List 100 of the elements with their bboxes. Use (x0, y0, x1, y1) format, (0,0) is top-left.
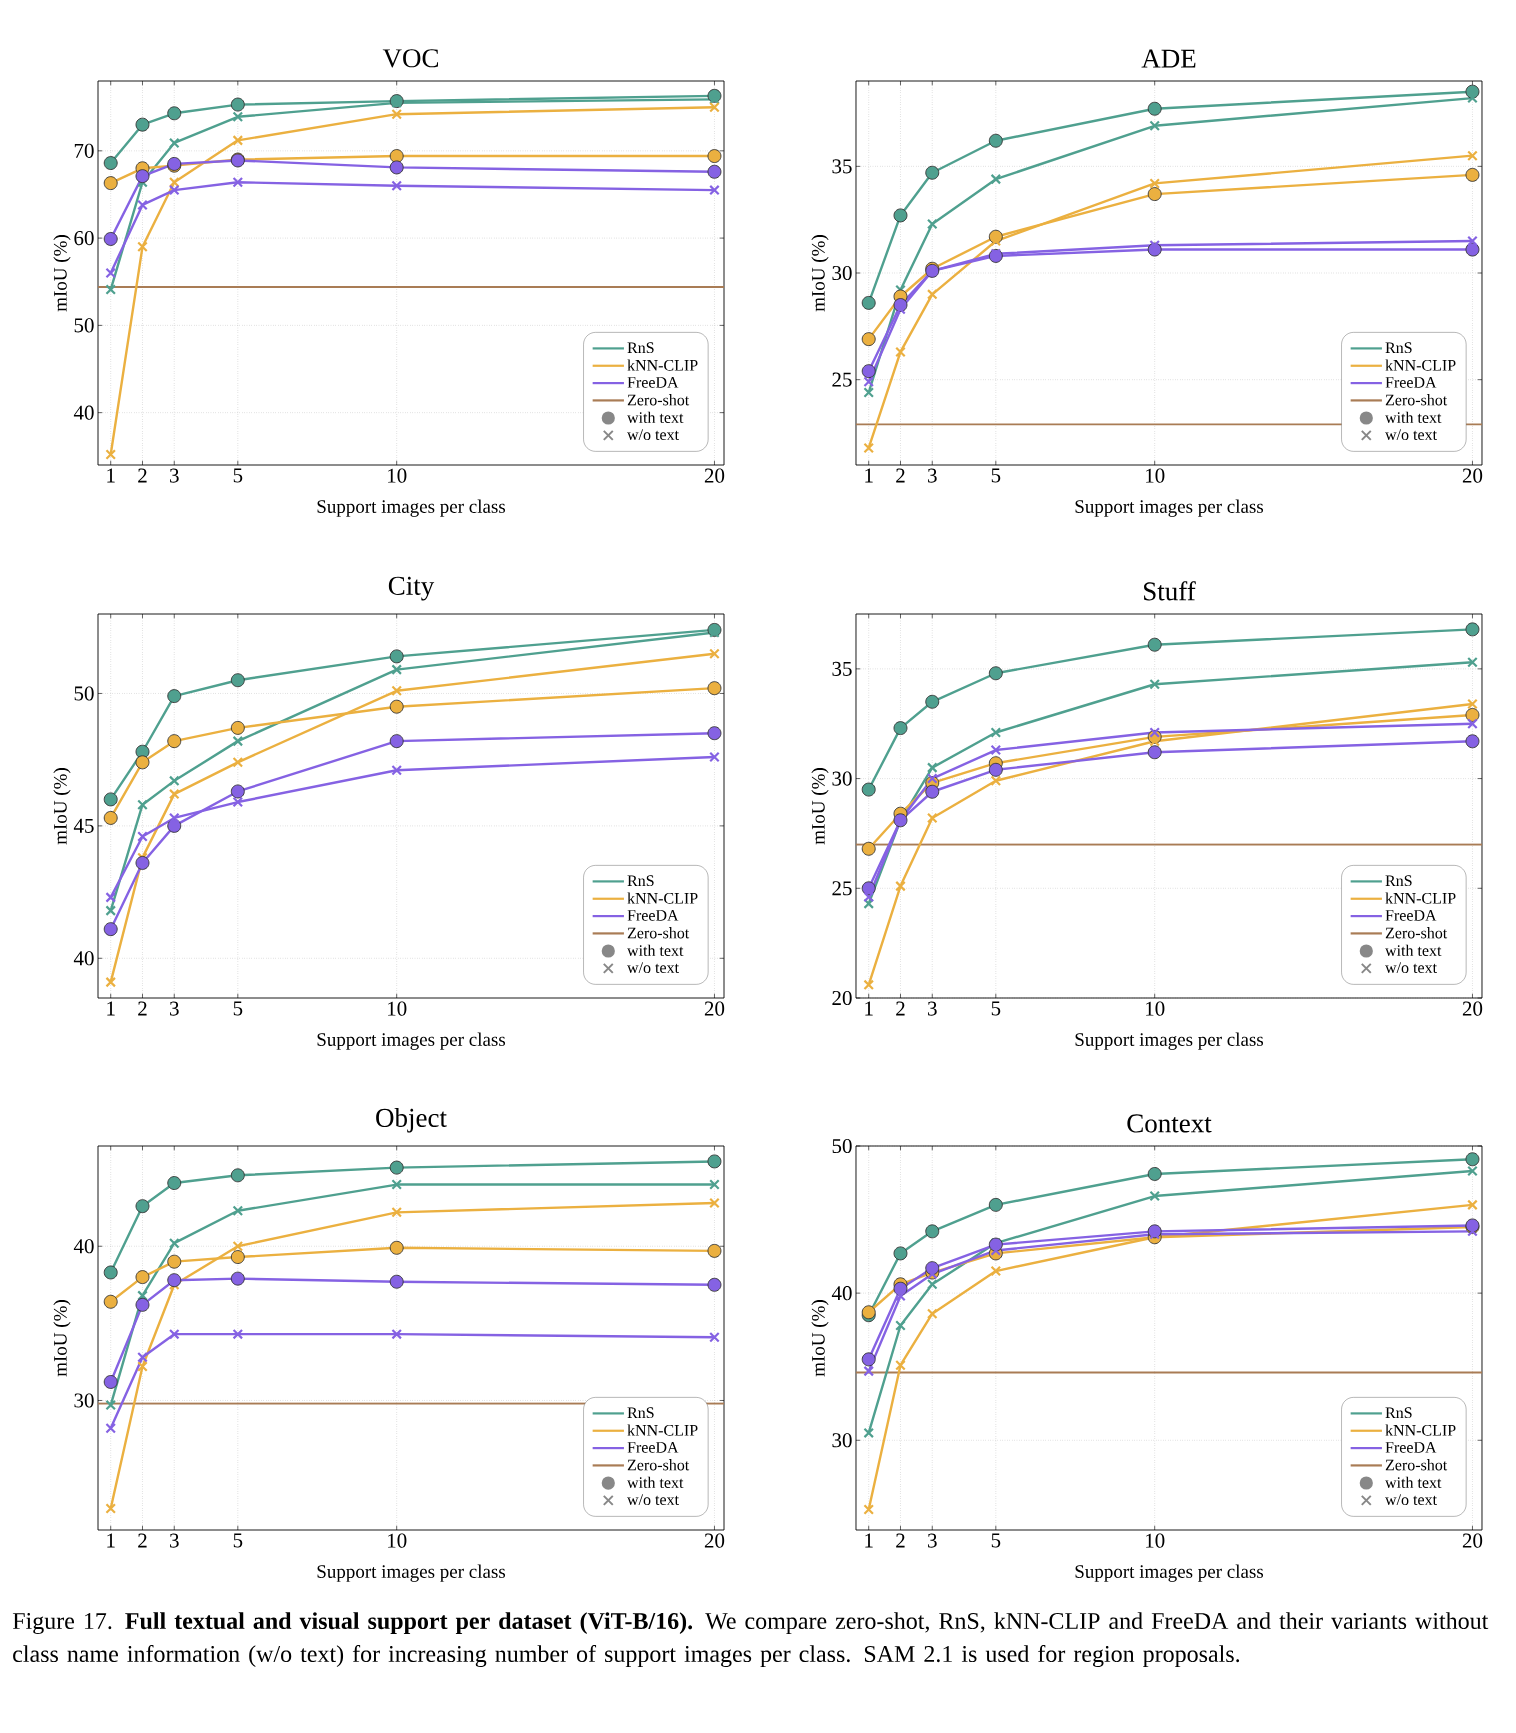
legend-label: kNN-CLIP (627, 359, 698, 371)
x-tick-label: 5 (233, 468, 243, 483)
x-tick-label: 3 (928, 1001, 937, 1016)
legend-label: Zero-shot (627, 1459, 690, 1471)
x-tick-label: 10 (1146, 1533, 1165, 1548)
y-axis-title: mIoU (%) (811, 235, 829, 312)
chart-title: ADE (1141, 49, 1196, 68)
annotation: w/o text (627, 429, 679, 441)
x-tick-label: 20 (704, 1533, 725, 1548)
x-tick-label: 1 (107, 1533, 115, 1548)
x-tick-label: 10 (388, 1533, 407, 1548)
y-axis-title: mIoU (%) (53, 1300, 71, 1377)
x-axis-title: Support images per class (317, 1564, 506, 1582)
x-tick-label: 20 (704, 468, 725, 483)
x-tick-label: 5 (991, 1533, 1001, 1548)
chart-title: Context (1127, 1114, 1212, 1133)
y-axis-title: mIoU (%) (53, 768, 71, 845)
annotation: with text (1385, 1476, 1442, 1488)
x-axis-title: Support images per class (317, 1032, 506, 1050)
y-axis-title: mIoU (%) (53, 235, 71, 312)
legend-label: kNN-CLIP (627, 892, 698, 904)
y-tick-label: 30 (832, 265, 852, 281)
y-axis-title: mIoU (%) (811, 768, 829, 845)
y-tick-label: 50 (832, 1138, 852, 1154)
x-tick-label: 10 (388, 1001, 407, 1016)
legend-label: kNN-CLIP (1385, 359, 1456, 371)
x-axis-title: Support images per class (1075, 499, 1264, 517)
legend-label: FreeDA (627, 1442, 679, 1453)
y-tick-label: 20 (832, 990, 852, 1006)
legend-label: Zero-shot (1385, 394, 1448, 406)
y-tick-label: 60 (74, 231, 94, 246)
x-tick-label: 2 (138, 1001, 147, 1016)
y-tick-label: 40 (831, 1286, 852, 1301)
legend-label: Zero-shot (1385, 927, 1448, 939)
x-tick-label: 3 (170, 1533, 179, 1548)
annotation: Zero-shot (627, 927, 690, 939)
y-tick-label: 70 (74, 143, 94, 158)
x-tick-label: 2 (896, 1001, 905, 1016)
x-tick-label: 3 (928, 1533, 937, 1548)
legend-label: RnS (627, 1407, 654, 1419)
legend-label: FreeDA (1385, 1442, 1437, 1453)
legend-label: RnS (1385, 1407, 1412, 1419)
legend-label: FreeDA (1385, 910, 1437, 921)
legend-label: kNN-CLIP (1385, 1424, 1456, 1436)
x-tick-label: 10 (1146, 468, 1165, 483)
annotation: with text (627, 1476, 684, 1488)
legend-label: RnS (1385, 342, 1412, 354)
x-tick-label: 10 (1146, 1001, 1165, 1016)
x-tick-label: 2 (896, 1533, 905, 1548)
legend-label: RnS (1385, 875, 1412, 887)
x-tick-label: 1 (107, 1001, 115, 1016)
y-tick-label: 30 (74, 1393, 94, 1408)
x-tick-label: 20 (1462, 468, 1483, 483)
annotation: w/o text (627, 1494, 679, 1506)
annotation: w/o text (1385, 429, 1437, 441)
x-tick-label: 5 (233, 1001, 243, 1016)
y-tick-label: 35 (832, 159, 852, 174)
y-tick-label: 35 (832, 661, 852, 676)
annotation: w/o text (627, 962, 679, 974)
annotation: with text (1385, 944, 1442, 956)
x-tick-label: 3 (170, 1001, 179, 1016)
y-tick-label: 25 (832, 372, 852, 387)
x-axis-title: Support images per class (1075, 1564, 1264, 1582)
x-tick-label: 20 (704, 1001, 725, 1016)
legend-label: Zero-shot (1385, 1459, 1448, 1471)
chart-title: Stuff (1144, 581, 1196, 601)
chart-title: City (388, 576, 435, 601)
legend-label: RnS (627, 875, 654, 887)
x-tick-label: 5 (991, 468, 1001, 483)
y-tick-label: 50 (74, 318, 94, 333)
y-axis-title: mIoU (%) (811, 1300, 829, 1377)
legend-label: FreeDA (1385, 377, 1437, 388)
x-tick-label: 20 (1462, 1001, 1483, 1016)
x-axis-title: Support images per class (317, 499, 506, 517)
legend-label: FreeDA (627, 910, 679, 921)
x-tick-label: 1 (107, 468, 115, 483)
x-tick-label: 2 (138, 1533, 147, 1548)
annotation: w/o text (1385, 962, 1437, 974)
legend-label: FreeDA (627, 377, 679, 388)
y-tick-label: 50 (74, 686, 94, 701)
x-tick-label: 2 (896, 468, 905, 483)
x-tick-label: 1 (865, 1533, 873, 1548)
x-tick-label: 3 (928, 468, 937, 483)
y-tick-label: 40 (73, 405, 94, 420)
legend-label: kNN-CLIP (627, 1424, 698, 1436)
x-tick-label: 20 (1462, 1533, 1483, 1548)
y-tick-label: 30 (832, 1433, 852, 1448)
annotation: with text (627, 411, 684, 423)
x-tick-label: 5 (233, 1533, 243, 1548)
legend-label: kNN-CLIP (1385, 892, 1456, 904)
y-tick-label: 30 (832, 771, 852, 786)
caption: Figure 17. Full textual and visual support per dataset (ViT-B/16). We compare zero-shot, RnS, kNN-CLIP and FreeDA and their variants without class name information (w/o text) for increasing number of support images per class. SAM 2.1 is used for region proposals. (12, 1612, 1489, 1668)
x-tick-label: 3 (170, 468, 179, 483)
chart-title: Object (376, 1107, 447, 1133)
y-tick-label: 40 (73, 951, 94, 966)
annotation: w/o text (1385, 1494, 1437, 1506)
y-tick-label: 40 (73, 1239, 94, 1254)
x-tick-label: 2 (138, 468, 147, 483)
legend-label: Zero-shot (627, 394, 690, 406)
chart-title: VOC (382, 49, 439, 68)
